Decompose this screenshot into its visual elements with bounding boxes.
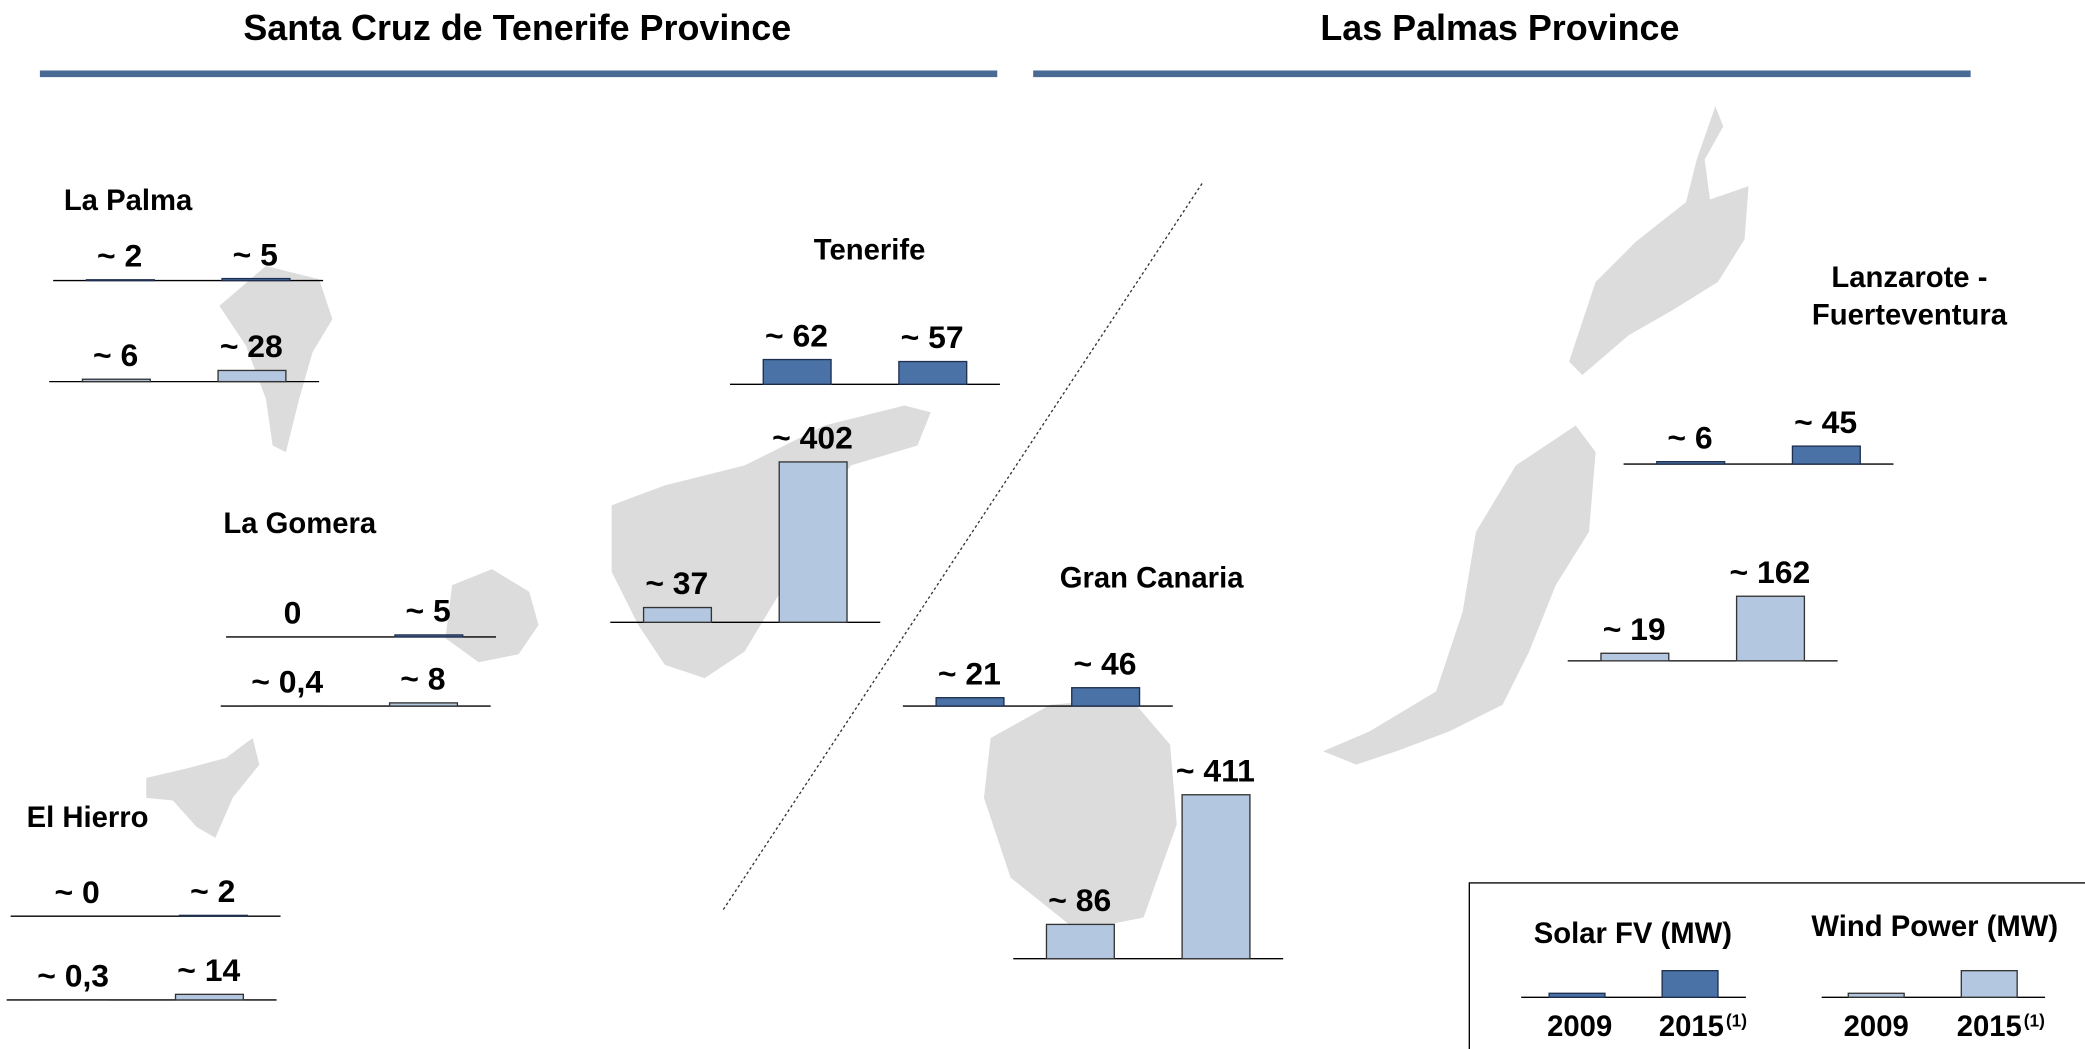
- island-shape: [445, 569, 539, 663]
- value-label: ~ 45: [1794, 404, 1857, 440]
- value-label: ~ 5: [406, 593, 451, 629]
- legend-year: 2015: [1957, 1011, 2022, 1043]
- value-label: ~ 2: [97, 237, 142, 273]
- bar: [1735, 595, 1806, 662]
- value-label: ~ 8: [400, 661, 445, 697]
- value-label: ~ 21: [938, 655, 1001, 691]
- legend-title: Wind Power (MW): [1811, 911, 2058, 943]
- province-title: Las Palmas Province: [1320, 8, 1679, 48]
- bar: [778, 461, 848, 623]
- bar: [1600, 652, 1670, 662]
- bar: [1791, 445, 1861, 465]
- island-title: Tenerife: [814, 234, 926, 266]
- legend-year: 2015: [1659, 1011, 1724, 1043]
- bar: [642, 606, 713, 623]
- value-label: ~ 62: [765, 317, 828, 353]
- divider: [722, 183, 1203, 910]
- bar: [85, 279, 155, 282]
- header-rule: [39, 70, 998, 78]
- value-label: ~ 6: [1667, 419, 1712, 455]
- island-title-box: Lanzarote - Fuerteventura: [1811, 260, 2007, 332]
- island-shape: [146, 737, 260, 838]
- island-title: Gran Canaria: [1060, 563, 1244, 595]
- value-label: ~ 5: [233, 236, 278, 272]
- value-label: ~ 2: [190, 873, 235, 909]
- bar: [221, 277, 291, 282]
- bar: [1181, 794, 1251, 960]
- header-rule: [1033, 70, 1971, 78]
- island-title: El Hierro: [27, 802, 149, 834]
- value-label: ~ 0,4: [251, 664, 323, 700]
- bar: [1071, 687, 1141, 707]
- value-label: ~ 86: [1048, 882, 1111, 918]
- island-shape: [1569, 106, 1749, 375]
- legend-swatch: [1847, 992, 1905, 998]
- legend-box: [1468, 882, 2085, 1049]
- bar: [81, 378, 151, 383]
- legend-note: (1): [1726, 1011, 1747, 1031]
- bar: [394, 634, 464, 638]
- island-title: La Gomera: [223, 508, 377, 540]
- value-label: ~ 162: [1729, 554, 1810, 590]
- bar: [935, 697, 1005, 707]
- value-label: ~ 57: [901, 319, 964, 355]
- value-label: ~ 14: [177, 952, 240, 988]
- bar: [217, 369, 287, 383]
- bar: [388, 702, 459, 707]
- bar: [762, 358, 832, 385]
- province-title: Santa Cruz de Tenerife Province: [243, 8, 791, 48]
- legend-title: Solar FV (MW): [1534, 918, 1732, 950]
- legend-swatch: [1548, 992, 1606, 998]
- island-shape: [219, 265, 333, 453]
- legend-note: (1): [2024, 1011, 2045, 1031]
- canvas: Santa Cruz de Tenerife Province Las Palm…: [6, 8, 2085, 1049]
- value-label: ~ 19: [1603, 611, 1666, 647]
- legend-swatch: [1661, 970, 1719, 998]
- value-label: ~ 411: [1176, 752, 1255, 788]
- bar: [174, 993, 244, 1001]
- bar: [1656, 461, 1726, 465]
- bar: [898, 360, 968, 385]
- value-label: ~ 6: [93, 337, 138, 373]
- value-label: ~ 46: [1073, 645, 1136, 681]
- value-label: ~ 28: [220, 328, 283, 364]
- island-shape: [1323, 425, 1596, 765]
- legend-year: 2009: [1844, 1011, 1909, 1043]
- legend-swatch: [1960, 970, 2018, 998]
- value-label: 0: [284, 595, 302, 631]
- value-label: ~ 0: [54, 874, 99, 910]
- island-title: Lanzarote - Fuerteventura: [1811, 260, 2007, 332]
- bar: [178, 914, 248, 917]
- value-label: ~ 402: [772, 420, 853, 456]
- bar: [1045, 923, 1115, 960]
- value-label: ~ 37: [645, 565, 708, 601]
- island-title: La Palma: [64, 185, 193, 217]
- legend-year: 2009: [1547, 1011, 1612, 1043]
- value-label: ~ 0,3: [37, 958, 109, 994]
- island-shape: [983, 698, 1177, 931]
